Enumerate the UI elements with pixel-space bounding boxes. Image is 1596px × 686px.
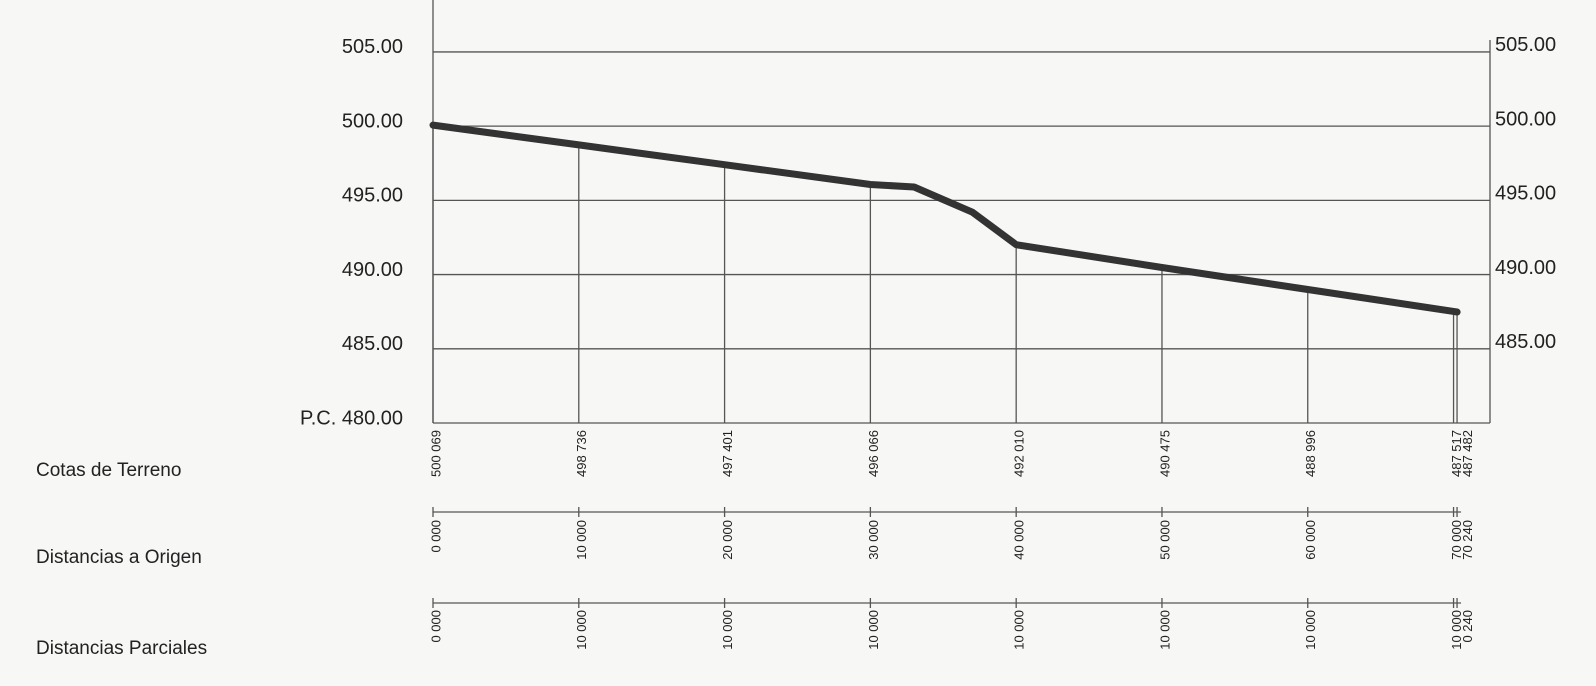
y-tick-label: 490.00 <box>342 259 403 281</box>
y-tick-label: 500.00 <box>342 110 403 132</box>
partial-label: 10 000 <box>1449 610 1464 650</box>
distance-label: 70 000 <box>1449 520 1464 560</box>
partial-label: 10 000 <box>1157 610 1172 650</box>
distance-label: 60 000 <box>1303 520 1318 560</box>
y2-tick-label: 500.00 <box>1495 108 1556 130</box>
y-tick-label: 505.00 <box>342 36 403 58</box>
partial-label: 0 240 <box>1460 610 1475 643</box>
distance-label: 40 000 <box>1012 520 1027 560</box>
y-tick-label: 485.00 <box>342 333 403 355</box>
elevation-label: 500 069 <box>428 430 443 477</box>
elevation-label: 488 996 <box>1303 430 1318 477</box>
partial-label: 10 000 <box>866 610 881 650</box>
partial-label: 0 000 <box>428 610 443 643</box>
elevation-label: 490 475 <box>1157 430 1172 477</box>
elevation-label: 498 736 <box>574 430 589 477</box>
row-label: Cotas de Terreno <box>36 460 181 481</box>
distance-label: 10 000 <box>574 520 589 560</box>
elevation-label: 487 517 <box>1449 430 1464 477</box>
row-label: Distancias Parciales <box>36 638 207 659</box>
y-tick-label: 495.00 <box>342 185 403 207</box>
partial-label: 10 000 <box>1012 610 1027 650</box>
y-tick-label: P.C. 480.00 <box>300 407 403 429</box>
distance-label: 20 000 <box>720 520 735 560</box>
y2-tick-label: 505.00 <box>1495 34 1556 56</box>
elevation-label: 496 066 <box>866 430 881 477</box>
partial-label: 10 000 <box>720 610 735 650</box>
elevation-label: 487 482 <box>1460 430 1475 477</box>
distance-label: 70 240 <box>1460 520 1475 560</box>
partial-label: 10 000 <box>1303 610 1318 650</box>
y2-tick-label: 485.00 <box>1495 331 1556 353</box>
distance-label: 50 000 <box>1157 520 1172 560</box>
distance-label: 0 000 <box>428 520 443 553</box>
distance-label: 30 000 <box>866 520 881 560</box>
partial-label: 10 000 <box>574 610 589 650</box>
row-label: Distancias a Origen <box>36 547 202 568</box>
elevation-label: 492 010 <box>1012 430 1027 477</box>
y2-tick-label: 495.00 <box>1495 183 1556 205</box>
y2-tick-label: 490.00 <box>1495 257 1556 279</box>
profile-line <box>429 121 1461 316</box>
elevation-label: 497 401 <box>720 430 735 477</box>
